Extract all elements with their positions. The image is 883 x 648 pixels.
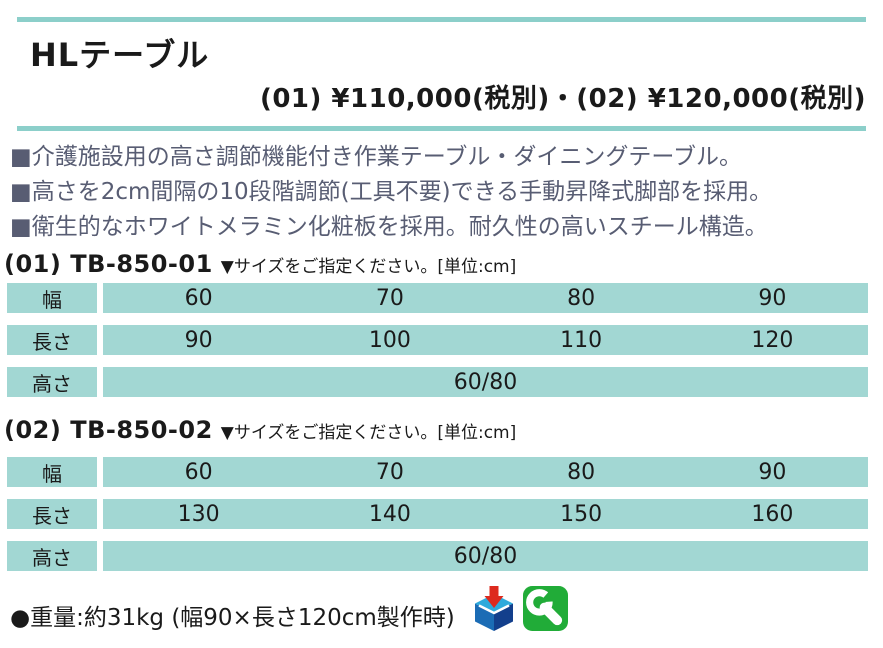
row-header: 高さ [7,541,97,571]
row-header: 幅 [7,457,97,487]
table-cell: 90 [758,285,787,311]
row-header: 長さ [7,499,97,529]
table-row: 長さ 130 140 150 160 [7,499,868,529]
top-rule [17,17,866,22]
feature-list: ■介護施設用の高さ調節機能付き作業テーブル・ダイニングテーブル。 ■高さを2cm… [10,140,876,245]
table-cell: 90 [184,327,213,353]
table-cell: 60 [184,459,213,485]
cell-gap [97,457,103,487]
row-values: 130 140 150 160 [103,499,868,529]
table-row: 高さ 60/80 [7,541,868,571]
cell-gap [97,283,103,313]
cell-gap [97,325,103,355]
feature-line: ■介護施設用の高さ調節機能付き作業テーブル・ダイニングテーブル。 [10,144,742,170]
table-row: 高さ 60/80 [7,367,868,397]
row-header: 長さ [7,325,97,355]
table-cell: 120 [751,327,794,353]
size-note: ▼サイズをご指定ください。[単位:cm] [220,423,517,443]
divider-rule [17,126,866,131]
table-cell-span: 60/80 [453,543,518,569]
table-cell: 60 [184,285,213,311]
row-values: 60/80 [103,367,868,397]
row-values: 90 100 110 120 [103,325,868,355]
model-number: (01) TB-850-01 [4,250,213,278]
section-heading-01: (01) TB-850-01 ▼サイズをご指定ください。[単位:cm] [4,250,516,278]
table-row: 幅 60 70 80 90 [7,457,868,487]
weight-note: ●重量:約31kg (幅90×長さ120cm製作時) [10,605,455,631]
row-header: 幅 [7,283,97,313]
table-cell: 100 [368,327,411,353]
cell-gap [97,367,103,397]
table-cell: 80 [567,285,596,311]
table-cell: 160 [751,501,794,527]
row-values: 60/80 [103,541,868,571]
table-cell-span: 60/80 [453,369,518,395]
table-cell: 70 [375,285,404,311]
table-cell: 90 [758,459,787,485]
row-values: 60 70 80 90 [103,283,868,313]
model-number: (02) TB-850-02 [4,416,213,444]
row-values: 60 70 80 90 [103,457,868,487]
size-note: ▼サイズをご指定ください。[単位:cm] [220,257,517,277]
table-row: 幅 60 70 80 90 [7,283,868,313]
page-title: HLテーブル [30,36,210,74]
cell-gap [97,499,103,529]
cell-gap [97,541,103,571]
packed-box-icon [475,586,513,631]
size-table-02: 幅 60 70 80 90 長さ 130 140 150 160 高さ 60/8 [7,457,868,571]
table-cell: 70 [375,459,404,485]
size-table-01: 幅 60 70 80 90 長さ 90 100 110 120 高さ 60/80 [7,283,868,397]
row-header: 高さ [7,367,97,397]
table-cell: 150 [560,501,603,527]
table-cell: 80 [567,459,596,485]
price-line: (01) ¥110,000(税別)・(02) ¥120,000(税別) [259,84,866,114]
feature-line: ■高さを2cm間隔の10段階調節(工具不要)できる手動昇降式脚部を採用。 [10,179,773,205]
feature-line: ■衛生的なホワイトメラミン化粧板を採用。耐久性の高いスチール構造。 [10,214,768,240]
table-cell: 110 [560,327,603,353]
table-cell: 140 [368,501,411,527]
table-cell: 130 [177,501,220,527]
section-heading-02: (02) TB-850-02 ▼サイズをご指定ください。[単位:cm] [4,416,516,444]
table-row: 長さ 90 100 110 120 [7,325,868,355]
wrench-icon [523,586,568,631]
